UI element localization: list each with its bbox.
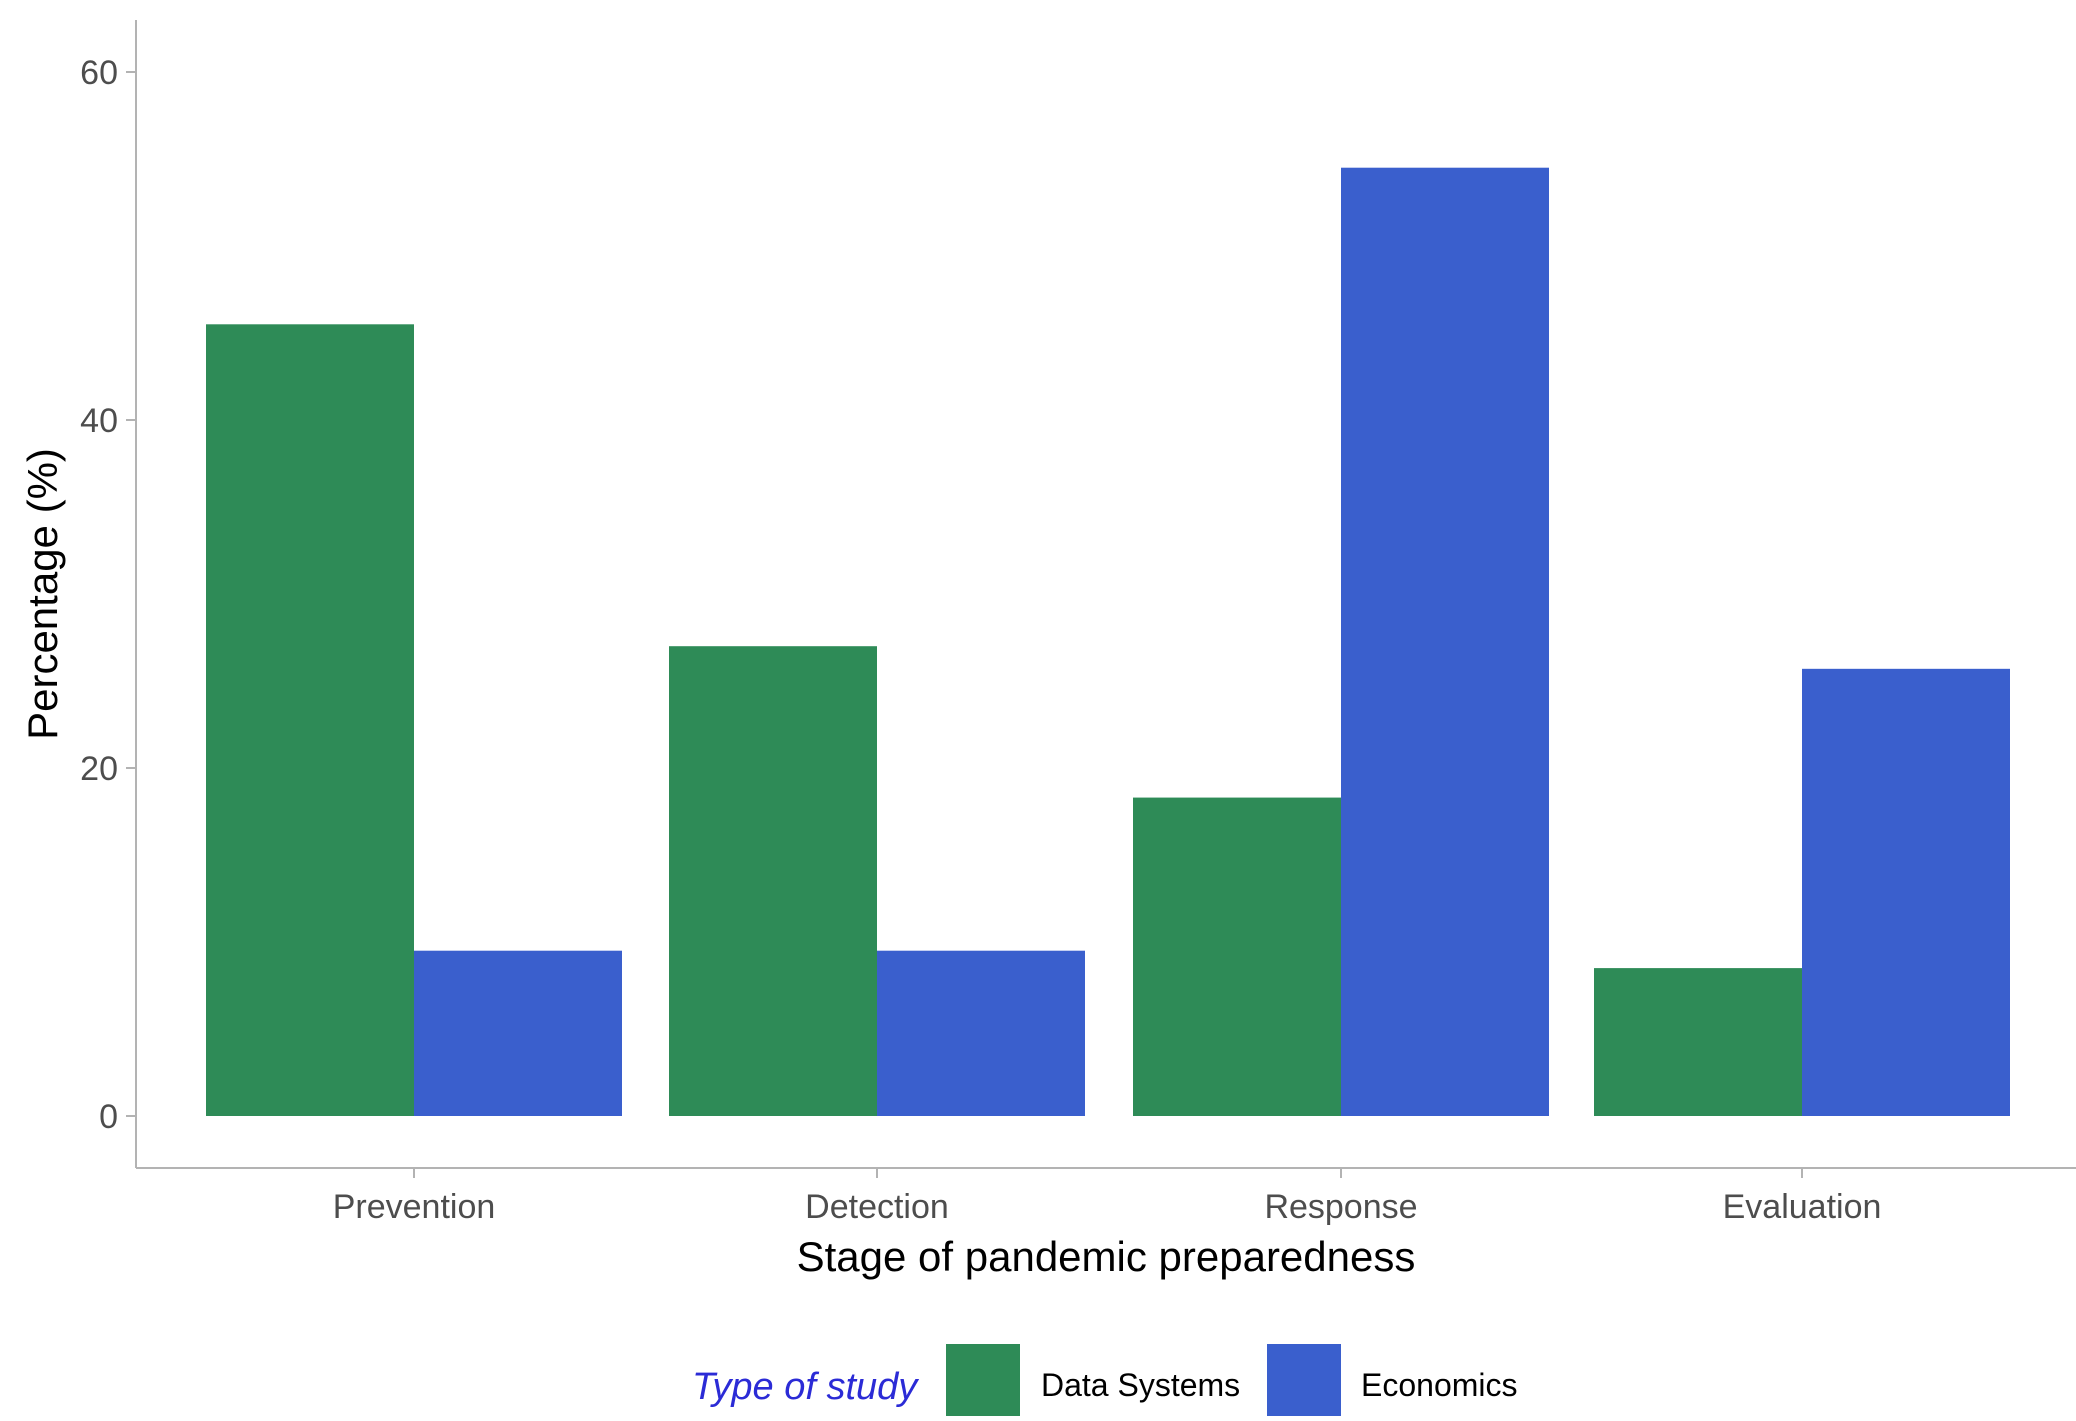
axes-layer [135, 20, 2076, 1169]
y-tick-label: 40 [80, 402, 118, 440]
x-tick-label-response: Response [1264, 1188, 1417, 1226]
y-tick-label: 60 [80, 54, 118, 92]
y-axis-title: Percentage (%) [19, 448, 66, 740]
bar-data-systems-evaluation [1594, 968, 1802, 1116]
legend-title: Type of study [692, 1366, 919, 1408]
legend-key-data-systems [946, 1344, 1020, 1418]
bar-data-systems-detection [669, 646, 877, 1116]
bars-layer [206, 167, 2010, 1116]
legend-key-economics [1267, 1344, 1341, 1418]
legend-label-economics: Economics [1361, 1367, 1518, 1403]
x-axis-title: Stage of pandemic preparedness [797, 1233, 1416, 1280]
y-tick-label: 20 [80, 750, 118, 788]
y-ticks: 0 20 40 60 [80, 54, 136, 1136]
bar-data-systems-response [1133, 797, 1341, 1116]
y-tick-label: 0 [99, 1098, 118, 1136]
x-ticks: Prevention Detection Response Evaluation [333, 1168, 1882, 1226]
legend: Type of study Data Systems Economics [692, 1344, 1518, 1418]
bar-economics-response [1341, 167, 1549, 1116]
x-tick-label-detection: Detection [805, 1188, 949, 1226]
bar-economics-detection [877, 950, 1085, 1116]
x-tick-label-evaluation: Evaluation [1723, 1188, 1882, 1226]
bar-economics-prevention [414, 950, 622, 1116]
bar-data-systems-prevention [206, 324, 414, 1116]
legend-label-data-systems: Data Systems [1041, 1367, 1240, 1403]
bar-economics-evaluation [1802, 668, 2010, 1116]
x-tick-label-prevention: Prevention [333, 1188, 496, 1226]
